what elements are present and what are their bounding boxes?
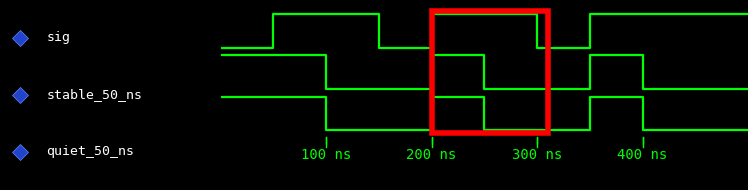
Text: sig: sig [46,32,70,44]
Text: quiet_50_ns: quiet_50_ns [46,146,135,158]
Bar [432,11,548,133]
Text: stable_50_ns: stable_50_ns [46,89,142,101]
